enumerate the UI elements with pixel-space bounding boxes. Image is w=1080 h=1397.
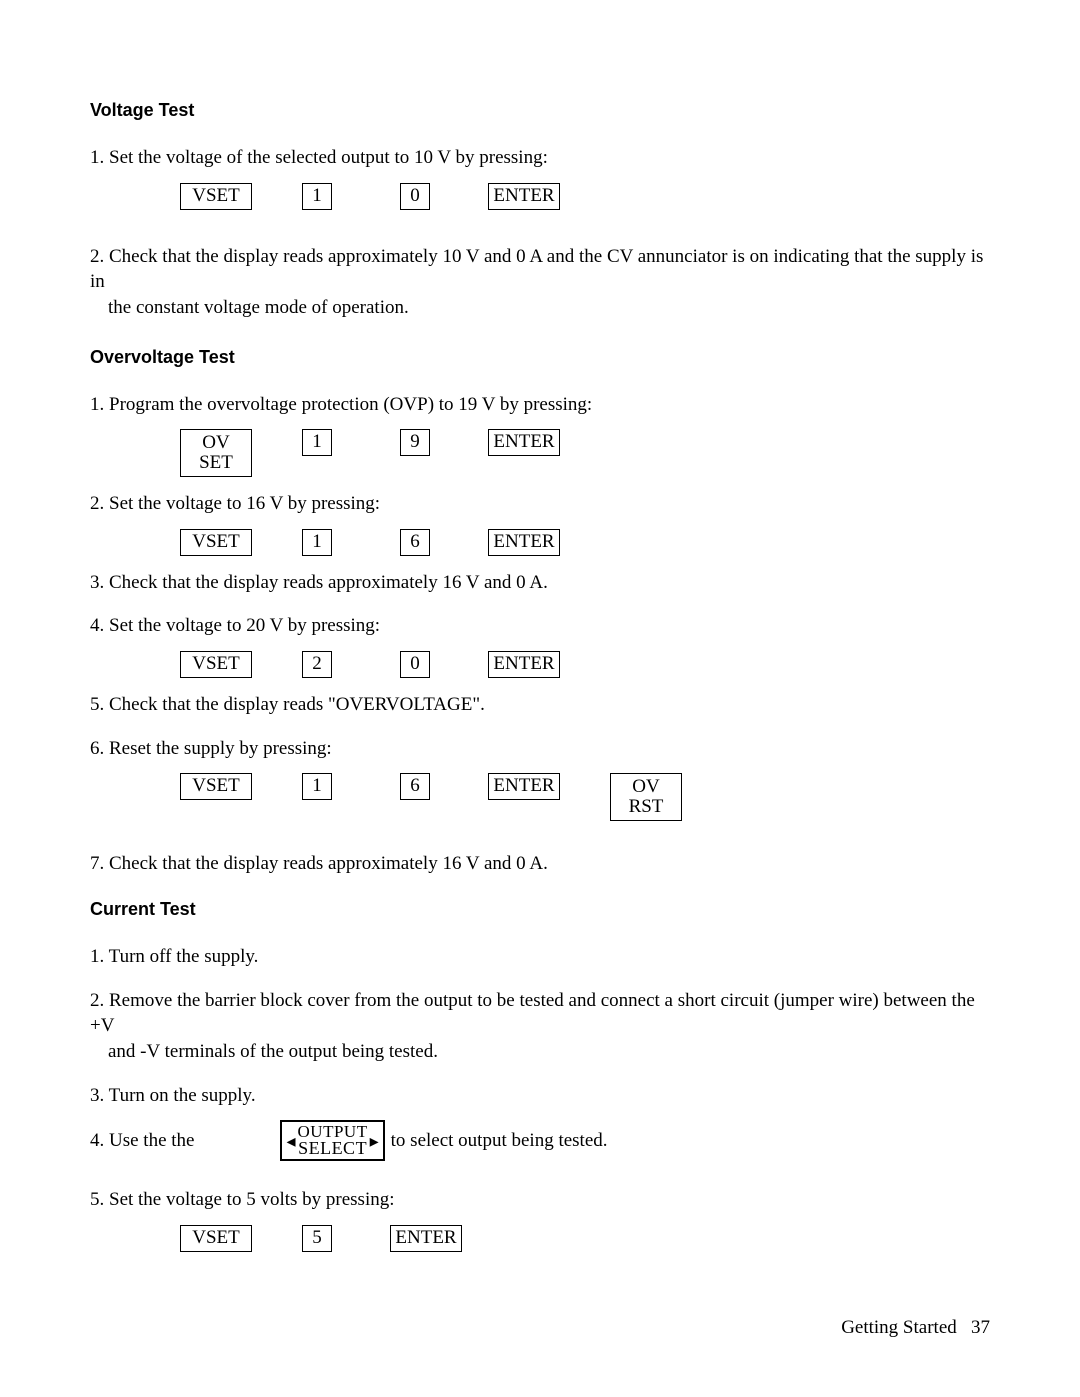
- key-1: 1: [302, 773, 332, 800]
- key-1: 1: [302, 429, 332, 456]
- voltage-step-2-line1: 2. Check that the display reads approxim…: [90, 246, 983, 293]
- key-1: 1: [302, 183, 332, 210]
- overvoltage-seq-4: VSET 2 0 ENTER: [180, 651, 990, 678]
- key-ov-rst-top: OV: [632, 777, 659, 797]
- current-step-3: 3. Turn on the supply.: [90, 1083, 990, 1109]
- arrow-right-icon: ▸: [370, 1132, 379, 1150]
- overvoltage-step-5: 5. Check that the display reads "OVERVOL…: [90, 692, 990, 718]
- voltage-seq-1: VSET 1 0 ENTER: [180, 183, 990, 210]
- current-step-4-pre: 4. Use the the: [90, 1130, 194, 1152]
- key-0: 0: [400, 183, 430, 210]
- overvoltage-step-6: 6. Reset the supply by pressing:: [90, 736, 990, 762]
- key-vset: VSET: [180, 183, 252, 210]
- key-6: 6: [400, 773, 430, 800]
- footer-pagenum: 37: [971, 1317, 990, 1338]
- page-footer: Getting Started 37: [841, 1317, 990, 1339]
- heading-voltage-test: Voltage Test: [90, 100, 990, 121]
- output-select-bottom: SELECT: [298, 1140, 367, 1157]
- key-enter: ENTER: [488, 773, 560, 800]
- key-vset: VSET: [180, 773, 252, 800]
- overvoltage-step-4: 4. Set the voltage to 20 V by pressing:: [90, 613, 990, 639]
- key-5: 5: [302, 1225, 332, 1252]
- key-1: 1: [302, 529, 332, 556]
- key-enter: ENTER: [488, 529, 560, 556]
- overvoltage-seq-6: VSET 1 6 ENTER OV RST: [180, 773, 990, 821]
- section-voltage: Voltage Test 1. Set the voltage of the s…: [90, 100, 990, 321]
- key-ov-set: OV SET: [180, 429, 252, 477]
- key-vset: VSET: [180, 529, 252, 556]
- current-seq-5: VSET 5 ENTER: [180, 1225, 990, 1252]
- key-ov-rst: OV RST: [610, 773, 682, 821]
- current-step-4-post: to select output being tested.: [391, 1130, 608, 1152]
- current-step-2-line2: and -V terminals of the output being tes…: [90, 1039, 438, 1065]
- key-ov-rst-bottom: RST: [629, 797, 664, 817]
- key-enter: ENTER: [488, 429, 560, 456]
- key-0: 0: [400, 651, 430, 678]
- key-enter: ENTER: [488, 651, 560, 678]
- footer-label: Getting Started: [841, 1317, 957, 1338]
- key-vset: VSET: [180, 1225, 252, 1252]
- current-step-4: 4. Use the the ◂ OUTPUT SELECT ▸ to sele…: [90, 1120, 990, 1161]
- section-overvoltage: Overvoltage Test 1. Program the overvolt…: [90, 347, 990, 877]
- overvoltage-seq-2: VSET 1 6 ENTER: [180, 529, 990, 556]
- heading-overvoltage-test: Overvoltage Test: [90, 347, 990, 368]
- heading-current-test: Current Test: [90, 899, 990, 920]
- current-step-5: 5. Set the voltage to 5 volts by pressin…: [90, 1187, 990, 1213]
- key-2: 2: [302, 651, 332, 678]
- key-ov-set-bottom: SET: [199, 453, 233, 473]
- key-9: 9: [400, 429, 430, 456]
- output-select-key: ◂ OUTPUT SELECT ▸: [280, 1120, 384, 1161]
- key-enter: ENTER: [488, 183, 560, 210]
- key-enter: ENTER: [390, 1225, 462, 1252]
- key-vset: VSET: [180, 651, 252, 678]
- overvoltage-step-1: 1. Program the overvoltage protection (O…: [90, 392, 990, 418]
- key-6: 6: [400, 529, 430, 556]
- voltage-step-2: 2. Check that the display reads approxim…: [90, 244, 990, 321]
- page: Voltage Test 1. Set the voltage of the s…: [0, 0, 1080, 1397]
- overvoltage-step-2: 2. Set the voltage to 16 V by pressing:: [90, 491, 990, 517]
- voltage-step-2-line2: the constant voltage mode of operation.: [90, 295, 409, 321]
- section-current: Current Test 1. Turn off the supply. 2. …: [90, 899, 990, 1252]
- overvoltage-seq-1: OV SET 1 9 ENTER: [180, 429, 990, 477]
- current-step-2: 2. Remove the barrier block cover from t…: [90, 988, 990, 1065]
- arrow-left-icon: ◂: [286, 1132, 295, 1150]
- current-step-1: 1. Turn off the supply.: [90, 944, 990, 970]
- overvoltage-step-3: 3. Check that the display reads approxim…: [90, 570, 990, 596]
- voltage-step-1: 1. Set the voltage of the selected outpu…: [90, 145, 990, 171]
- overvoltage-step-7: 7. Check that the display reads approxim…: [90, 851, 990, 877]
- current-step-2-line1: 2. Remove the barrier block cover from t…: [90, 990, 975, 1037]
- key-ov-set-top: OV: [202, 433, 229, 453]
